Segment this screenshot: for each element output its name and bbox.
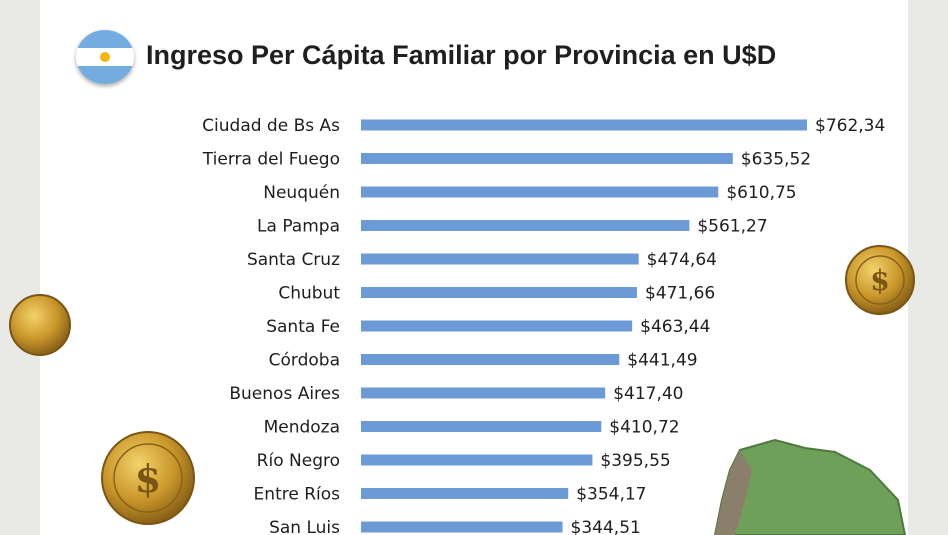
value-label: $441,49 [627,351,697,371]
bar [361,354,620,365]
category-label: Entre Ríos [254,485,341,505]
category-label: Chubut [278,284,340,304]
category-label: La Pampa [257,217,340,237]
value-label: $762,34 [815,116,885,136]
bar [361,153,733,164]
bar [361,521,563,533]
value-label: $561,27 [697,217,767,237]
bar [361,287,637,298]
category-label: Santa Fe [266,317,340,337]
svg-text:$: $ [135,456,161,501]
category-label: Ciudad de Bs As [202,116,340,136]
value-label: $410,72 [609,418,679,438]
chart-title: Ingreso Per Cápita Familiar por Provinci… [146,40,777,70]
bar [361,119,807,131]
category-label: Córdoba [269,351,340,371]
sun-of-may-icon [100,52,110,62]
value-label: $635,52 [741,150,811,170]
category-label: Tierra del Fuego [202,150,340,170]
bar [361,421,602,432]
value-label: $344,51 [571,518,641,535]
value-label: $395,55 [600,451,670,471]
value-label: $474,64 [647,250,717,270]
bar [361,220,690,231]
right-margin [908,0,948,535]
dollar-coin-icon: $ [845,245,915,315]
svg-text:$: $ [870,264,889,297]
dollar-coin-icon: $ [101,431,195,525]
category-label: Santa Cruz [247,250,340,270]
bar [361,320,633,332]
value-label: $610,75 [726,183,796,203]
category-label: Buenos Aires [229,384,340,404]
category-label: Río Negro [257,451,340,471]
bar [361,488,569,499]
value-label: $471,66 [645,284,715,304]
bar [361,186,719,198]
category-label: Mendoza [264,418,340,438]
bars-group: Ciudad de Bs As $762,34 Tierra del Fuego $6… [202,116,886,535]
argentina-map-icon [713,438,907,535]
value-label: $417,40 [613,384,683,404]
dollar-coin-icon [9,294,71,356]
bar [361,454,593,466]
category-label: San Luis [269,518,340,535]
value-label: $354,17 [576,485,646,505]
category-label: Neuquén [263,183,340,203]
bar [361,253,639,265]
value-label: $463,44 [640,317,710,337]
bar [361,387,606,399]
argentina-flag-icon [76,30,134,84]
left-margin [0,0,40,535]
